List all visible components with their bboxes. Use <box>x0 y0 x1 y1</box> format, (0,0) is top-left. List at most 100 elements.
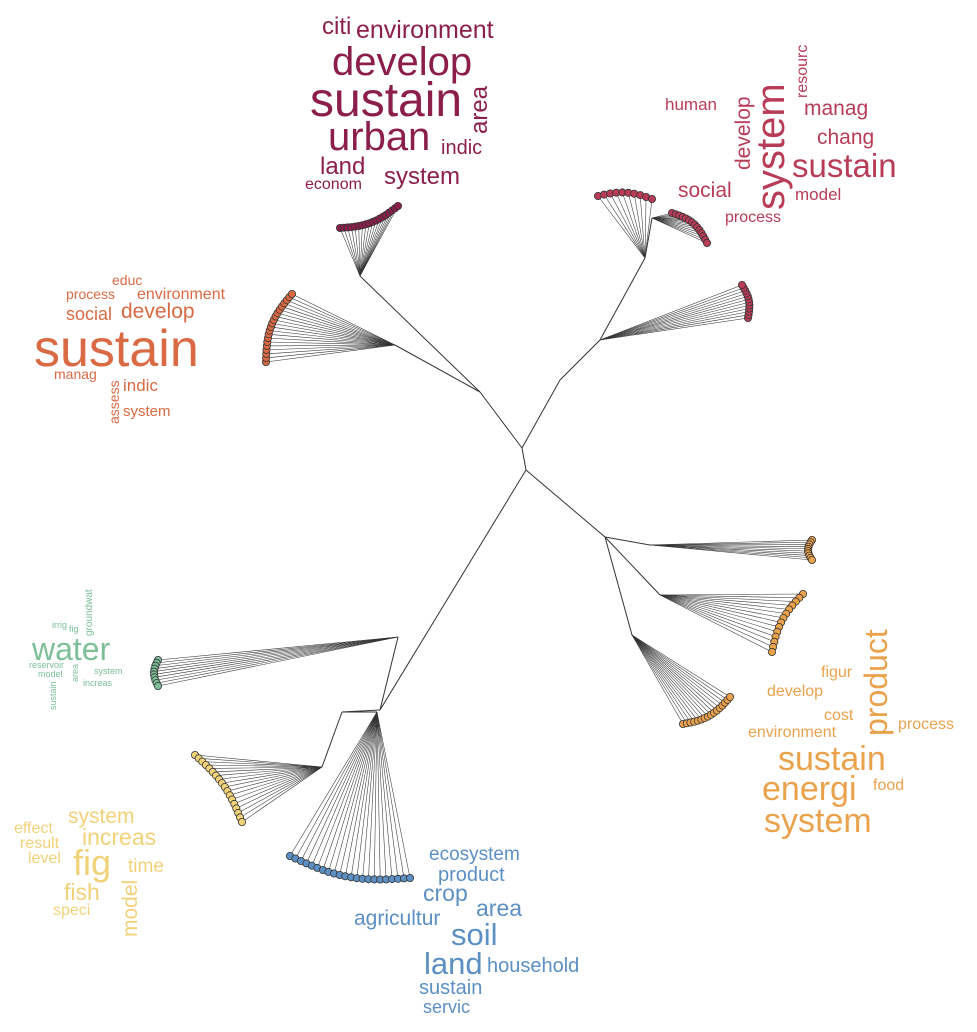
word-area: area <box>476 895 522 921</box>
wordcloud-systems: resourc human develop system manag chang… <box>665 45 897 226</box>
tree-leaf-branch <box>281 306 396 346</box>
tree-leaf-branch <box>649 544 809 554</box>
tree-leaf-branch <box>659 594 774 648</box>
tree-leaf-branch <box>659 594 796 602</box>
word-servic: servic <box>423 997 470 1017</box>
tree-leaf-branch <box>358 225 361 277</box>
tree-branch <box>599 257 646 341</box>
word-speci: speci <box>53 902 90 919</box>
tree-leaf-branch <box>599 284 743 341</box>
word-result: result <box>20 835 60 852</box>
tree-leaf-branch <box>651 217 698 228</box>
word-resourc: resourc <box>794 45 811 98</box>
tree-leaf-branch <box>232 766 323 800</box>
word-system: system <box>749 83 793 210</box>
word-model: model <box>38 669 63 679</box>
tree-leaf-branch <box>651 217 700 231</box>
tree-leaf-branch <box>603 194 646 259</box>
wordcloud-energy: product figur develop cost process envir… <box>748 629 954 840</box>
tree-leaf-branch <box>649 544 810 556</box>
tree-leaf-branch <box>599 317 749 341</box>
tree-leaf-branch <box>345 711 378 877</box>
tree-leaf-branch <box>157 636 399 661</box>
tree-leaf-branch <box>639 195 646 259</box>
tree-leaf-branch <box>631 634 698 721</box>
word-system: system <box>764 802 872 840</box>
tree-leaf-branch <box>154 636 399 669</box>
word-environment: environment <box>748 724 837 741</box>
tree-leaf-branch <box>215 766 323 776</box>
word-product: product <box>438 864 505 886</box>
word-system: system <box>384 163 460 190</box>
word-social: social <box>66 304 112 324</box>
tree-leaf-branch <box>374 711 378 880</box>
tree-leaf-branch <box>275 316 396 346</box>
word-figur: figur <box>821 664 853 681</box>
tree-leaf-branch <box>631 634 684 725</box>
tree-leaf-branch <box>631 634 715 713</box>
tree-leaf-branch <box>270 326 396 346</box>
word-environment: environment <box>356 16 494 44</box>
tree-leaf-branch <box>368 711 378 880</box>
tree-branch <box>379 636 399 711</box>
tree-leaf-branch <box>599 293 747 341</box>
tree-branch <box>321 711 343 768</box>
leaf-node-systems <box>703 238 712 247</box>
tree-leaf-branch <box>328 711 378 872</box>
tree-leaf-branch <box>157 636 399 687</box>
word-human: human <box>665 95 717 114</box>
word-sustain: sustain <box>310 74 462 127</box>
tree-leaf-branch <box>631 634 731 698</box>
tree-leaf-branch <box>265 344 396 363</box>
word-model: model <box>795 185 841 204</box>
word-environment: environment <box>137 286 226 303</box>
word-household: household <box>487 955 579 977</box>
tree-branch <box>644 217 653 259</box>
tree-leaf-branch <box>339 711 378 876</box>
tree-leaf-branch <box>359 205 399 277</box>
tree-leaf-branch <box>154 636 399 678</box>
tree-leaf-branch <box>239 766 323 818</box>
tree-leaf-branch <box>155 636 399 667</box>
tree-leaf-branch <box>241 766 323 823</box>
tree-branch <box>604 536 661 596</box>
tree-leaf-branch <box>376 711 411 879</box>
tree-leaf-branch <box>359 220 377 277</box>
leaf-node-education <box>287 289 296 298</box>
word-develop: develop <box>767 683 823 700</box>
word-area: area <box>466 85 493 134</box>
tree-leaf-branch <box>659 594 787 614</box>
tree-leaf-branch <box>631 634 720 709</box>
word-sustain: sustain <box>34 320 199 378</box>
tree-leaf-branch <box>631 634 726 703</box>
wordcloud-fisheries: system effect increas result level fig t… <box>14 805 164 937</box>
tree-leaf-branch <box>362 711 378 879</box>
tree-leaf-branch <box>631 634 702 720</box>
word-area: area <box>70 664 80 682</box>
tree-leaf-branch <box>376 711 387 880</box>
tree-leaf-branch <box>599 305 750 341</box>
word-process: process <box>898 716 954 733</box>
tree-leaf-branch <box>649 544 810 546</box>
word-irrig: irrig <box>52 620 67 630</box>
tree-leaf-branch <box>268 334 396 346</box>
tree-leaf-branch <box>631 634 691 723</box>
tree-leaf-branch <box>631 634 723 706</box>
tree-leaf-branch <box>156 636 399 664</box>
tree-leaf-branch <box>291 293 396 346</box>
tree-leaf-branch <box>599 290 746 341</box>
tree-leaf-branch <box>279 309 396 346</box>
tree-branch <box>525 469 606 538</box>
word-groundwat: groundwat <box>84 589 95 636</box>
word-energi: energi <box>762 770 857 808</box>
word-manag: manag <box>54 366 97 382</box>
tree-leaf-branch <box>651 217 708 244</box>
leaf-node-water <box>153 682 162 691</box>
word-product: product <box>858 629 894 736</box>
tree-branch <box>521 379 561 449</box>
tree-leaf-branch <box>659 594 773 653</box>
leaf-node-systems <box>648 194 657 203</box>
tree-leaf-branch <box>272 323 396 346</box>
tree-leaf-branch <box>155 636 399 681</box>
word-sustain: sustain <box>48 681 58 710</box>
